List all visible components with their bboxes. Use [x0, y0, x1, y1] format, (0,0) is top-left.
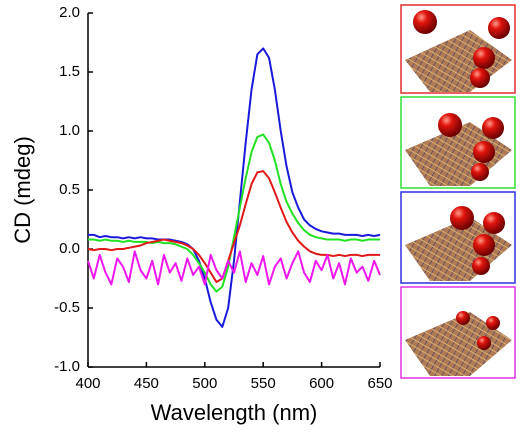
x-tick-label: 450	[134, 375, 159, 392]
x-axis-title: Wavelength (nm)	[151, 400, 318, 425]
panel	[400, 191, 516, 284]
illustration-panels	[400, 4, 516, 379]
y-tick-label: 0.5	[59, 181, 80, 198]
y-axis-title: CD (mdeg)	[10, 136, 35, 244]
x-tick-label: 400	[75, 375, 100, 392]
x-tick-label: 500	[192, 375, 217, 392]
y-tick-label: -0.5	[54, 299, 80, 316]
x-tick-label: 550	[251, 375, 276, 392]
y-tick-label: 1.0	[59, 122, 80, 139]
x-tick-label: 600	[309, 375, 334, 392]
panel	[400, 96, 516, 189]
y-tick-label: 0.0	[59, 240, 80, 257]
data-line	[87, 250, 381, 286]
y-tick-label: 1.5	[59, 63, 80, 80]
x-tick-label: 650	[367, 375, 392, 392]
data-line	[87, 170, 380, 284]
data-line	[88, 133, 380, 293]
y-tick-label: -1.0	[54, 358, 80, 375]
panel	[400, 4, 516, 94]
data-line	[88, 47, 381, 328]
y-tick-label: 2.0	[59, 4, 80, 21]
panel	[400, 286, 516, 379]
